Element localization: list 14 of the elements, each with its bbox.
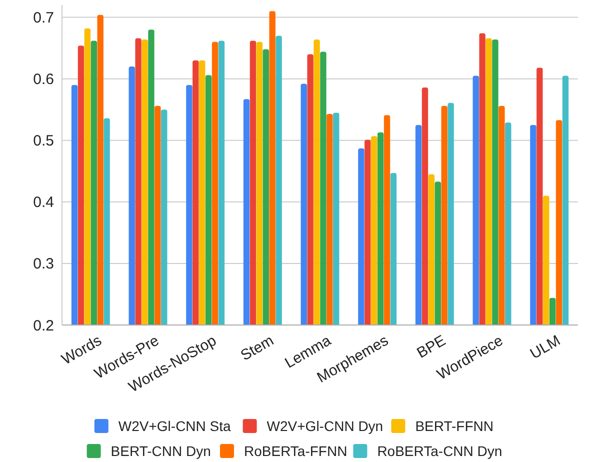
y-tick-label: 0.5	[33, 132, 54, 150]
legend-label: W2V+Gl-CNN Sta	[118, 418, 232, 434]
y-tick-label: 0.4	[33, 194, 54, 212]
legend-label: W2V+Gl-CNN Dyn	[266, 418, 384, 434]
x-tick-label: Stem	[238, 332, 277, 364]
x-tick-label: ULM	[527, 332, 564, 363]
legend-label: BERT-CNN Dyn	[110, 442, 211, 459]
legend-label: RoBERTa-CNN Dyn	[377, 442, 502, 459]
y-tick-label: 0.3	[33, 256, 54, 273]
y-tick-label: 0.2	[33, 317, 54, 334]
y-tick-label: 0.7	[33, 10, 54, 27]
legend-label: BERT-FFNN	[415, 418, 494, 434]
legend-label: RoBERTa-FFNN	[244, 442, 348, 459]
y-tick-label: 0.6	[33, 71, 54, 88]
